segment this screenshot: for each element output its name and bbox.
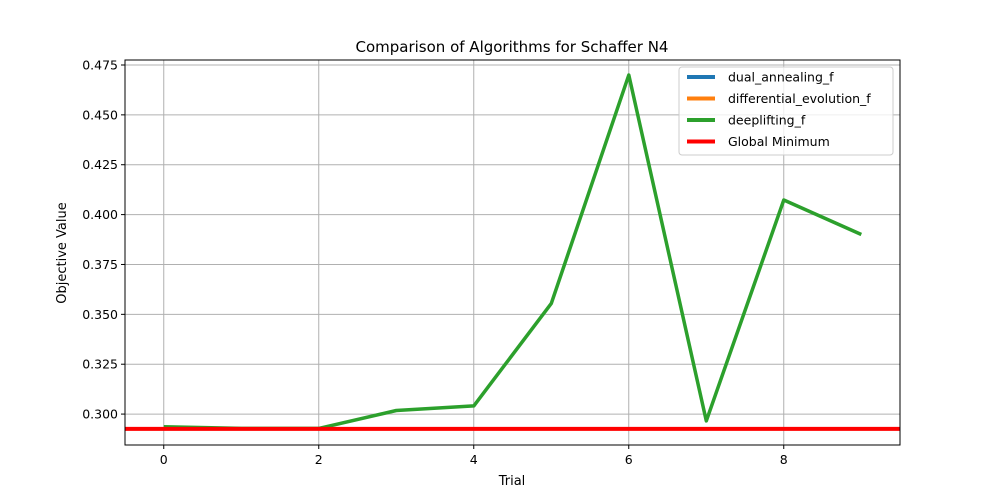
y-tick-label: 0.400 bbox=[82, 207, 118, 222]
x-tick-label: 4 bbox=[470, 452, 478, 467]
y-tick-label: 0.375 bbox=[82, 257, 118, 272]
legend-label: Global Minimum bbox=[728, 134, 830, 149]
grid bbox=[125, 60, 900, 445]
chart-title: Comparison of Algorithms for Schaffer N4 bbox=[356, 38, 669, 56]
legend-box bbox=[678, 66, 894, 156]
ticks: 0 2 4 6 8 0.300 0.325 0.350 0.375 0.400 0.425 0.450… bbox=[82, 57, 788, 467]
y-tick-label: 0.325 bbox=[82, 357, 118, 372]
x-axis-label: Trial bbox=[498, 474, 526, 489]
x-tick-label: 6 bbox=[625, 452, 633, 467]
x-tick-label: 0 bbox=[160, 452, 168, 467]
y-tick-label: 0.475 bbox=[82, 57, 118, 72]
plot-lines bbox=[125, 73, 900, 431]
legend-label: differential_evolution_f bbox=[728, 91, 871, 106]
plot-frame bbox=[124, 59, 901, 446]
x-tick-label: 8 bbox=[780, 452, 788, 467]
x-tick-label: 2 bbox=[315, 452, 323, 467]
y-axis-label: Objective Value bbox=[55, 202, 70, 303]
y-tick-label: 0.425 bbox=[82, 157, 118, 172]
y-tick-label: 0.450 bbox=[82, 107, 118, 122]
y-tick-label: 0.300 bbox=[82, 407, 118, 422]
legend: dual_annealing_f differential_evolution_f… bbox=[678, 66, 894, 156]
y-tick-label: 0.350 bbox=[82, 307, 118, 322]
legend-label: deeplifting_f bbox=[728, 113, 806, 128]
legend-label: dual_annealing_f bbox=[728, 70, 834, 85]
